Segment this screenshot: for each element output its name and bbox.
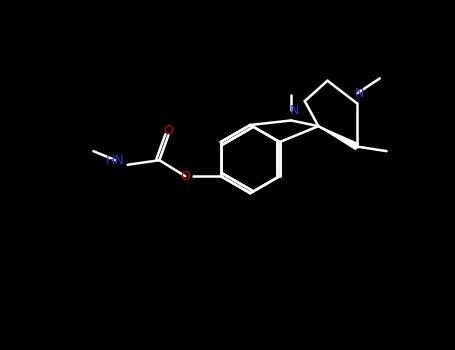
Text: HN: HN: [106, 154, 125, 167]
Text: N: N: [290, 104, 299, 117]
Polygon shape: [318, 126, 359, 149]
Text: N: N: [354, 87, 364, 100]
Text: O: O: [163, 124, 173, 137]
Text: O: O: [180, 170, 190, 183]
